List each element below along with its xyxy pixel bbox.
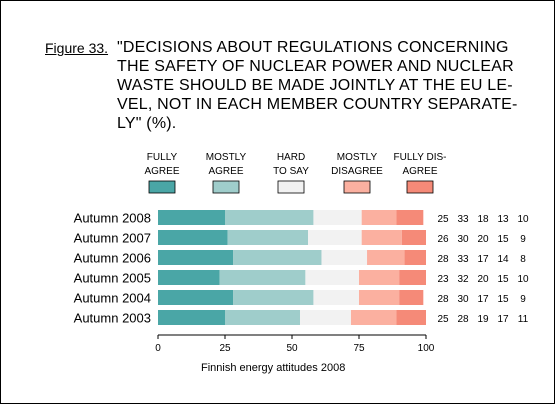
legend-swatch-5 [406,180,434,194]
bar-segment-r2-s2 [227,230,309,245]
data-label-r2-s5: 9 [520,234,526,245]
data-label-r1-s2: 33 [457,214,469,225]
bar-segment-r4-s4 [359,270,400,285]
data-label-r3-s5: 8 [520,254,526,265]
bar-segment-r6-s5 [396,310,426,325]
title-line-4: VEL, NOT IN EACH MEMBER COUNTRY SEPARATE… [117,96,518,113]
source-note: Finnish energy attitudes 2008 [201,362,346,374]
data-label-r4-s5: 10 [517,274,529,285]
data-label-r4-s4: 15 [497,274,509,285]
x-tick-label-5: 100 [418,343,435,354]
bar-segment-r3-s4 [367,250,405,265]
bar-segment-r5-s5 [399,290,424,305]
legend-swatch-4 [343,180,371,194]
x-tick-label-1: 0 [155,343,161,354]
data-label-r5-s3: 17 [477,294,489,305]
data-label-r1-s5: 10 [517,214,529,225]
bar-segment-r6-s3 [300,310,351,325]
data-label-r4-s2: 32 [457,274,469,285]
legend-swatch-2 [212,180,240,194]
bar-segment-r1-s4 [361,210,397,225]
data-label-r3-s1: 28 [437,254,449,265]
bar-segment-r2-s1 [158,230,228,245]
category-label-1: Autumn 2008 [74,211,151,226]
bar-segment-r3-s5 [404,250,426,265]
bar-segment-r4-s1 [158,270,220,285]
bar-segment-r5-s2 [233,290,314,305]
data-label-r2-s3: 20 [477,234,489,245]
bar-segment-r3-s3 [321,250,368,265]
title-line-5: LY" (%). [117,115,177,132]
legend-label-3-line-2: TO SAY [273,166,309,177]
bar-segment-r3-s2 [233,250,322,265]
bar-segment-r2-s5 [401,230,426,245]
bar-segment-r3-s1 [158,250,234,265]
category-label-2: Autumn 2007 [74,231,151,246]
data-label-r6-s1: 25 [437,314,449,325]
data-label-r5-s1: 28 [437,294,449,305]
data-label-r3-s2: 33 [457,254,469,265]
data-label-r3-s4: 14 [497,254,509,265]
legend-label-5-line-1: FULLY DIS- [394,152,447,163]
figure-title: "DECISIONS ABOUT REGULATIONS CONCERNING … [117,38,537,133]
data-label-r5-s4: 15 [497,294,509,305]
category-label-5: Autumn 2004 [74,291,151,306]
bar-segment-r4-s2 [219,270,306,285]
bar-segment-r4-s3 [305,270,359,285]
x-tick-label-3: 50 [286,343,298,354]
data-label-r4-s1: 23 [437,274,449,285]
bar-segment-r6-s1 [158,310,225,325]
bar-segment-r6-s4 [350,310,397,325]
category-label-4: Autumn 2005 [74,271,151,286]
legend-label-3-line-1: HARD [277,152,305,163]
title-line-1: "DECISIONS ABOUT REGULATIONS CONCERNING [117,39,509,56]
bar-segment-r2-s4 [361,230,402,245]
data-label-r5-s2: 30 [457,294,469,305]
legend-label-2-line-1: MOSTLY [206,152,247,163]
legend-label-4-line-1: MOSTLY [337,152,378,163]
bar-segment-r6-s2 [225,310,301,325]
bar-segment-r5-s1 [158,290,234,305]
bar-segment-r5-s4 [359,290,400,305]
bar-segment-r1-s5 [396,210,424,225]
bar-segment-r1-s1 [158,210,225,225]
legend-swatch-1 [148,180,176,194]
data-label-r5-s5: 9 [520,294,526,305]
legend-label-1-line-2: AGREE [144,166,179,177]
category-label-6: Autumn 2003 [74,311,151,326]
legend-swatch-3 [277,180,305,194]
data-label-r1-s1: 25 [437,214,449,225]
data-label-r2-s2: 30 [457,234,469,245]
bar-segment-r1-s3 [313,210,362,225]
data-label-r6-s2: 28 [457,314,469,325]
bar-segment-r5-s3 [313,290,359,305]
title-line-3: WASTE SHOULD BE MADE JOINTLY AT THE EU L… [117,77,513,94]
bar-segment-r4-s5 [399,270,426,285]
legend-label-5-line-2: AGREE [402,166,437,177]
legend-label-4-line-2: DISAGREE [331,166,383,177]
category-label-3: Autumn 2006 [74,251,151,266]
bar-segment-r2-s3 [308,230,362,245]
x-tick-label-4: 75 [353,343,365,354]
data-label-r3-s3: 17 [477,254,489,265]
data-label-r1-s3: 18 [477,214,489,225]
data-label-r2-s1: 26 [437,234,449,245]
data-label-r6-s5: 11 [518,314,529,325]
data-label-r6-s3: 19 [477,314,489,325]
x-tick-label-2: 25 [219,343,231,354]
legend-label-2-line-2: AGREE [208,166,243,177]
data-label-r6-s4: 17 [497,314,509,325]
title-line-2: THE SAFETY OF NUCLEAR POWER AND NUCLEAR [117,58,514,75]
bar-segment-r1-s2 [225,210,314,225]
data-label-r4-s3: 20 [477,274,489,285]
data-label-r1-s4: 13 [497,214,509,225]
data-label-r2-s4: 15 [497,234,509,245]
figure-number: Figure 33. [45,40,109,56]
legend-label-1-line-1: FULLY [147,152,178,163]
